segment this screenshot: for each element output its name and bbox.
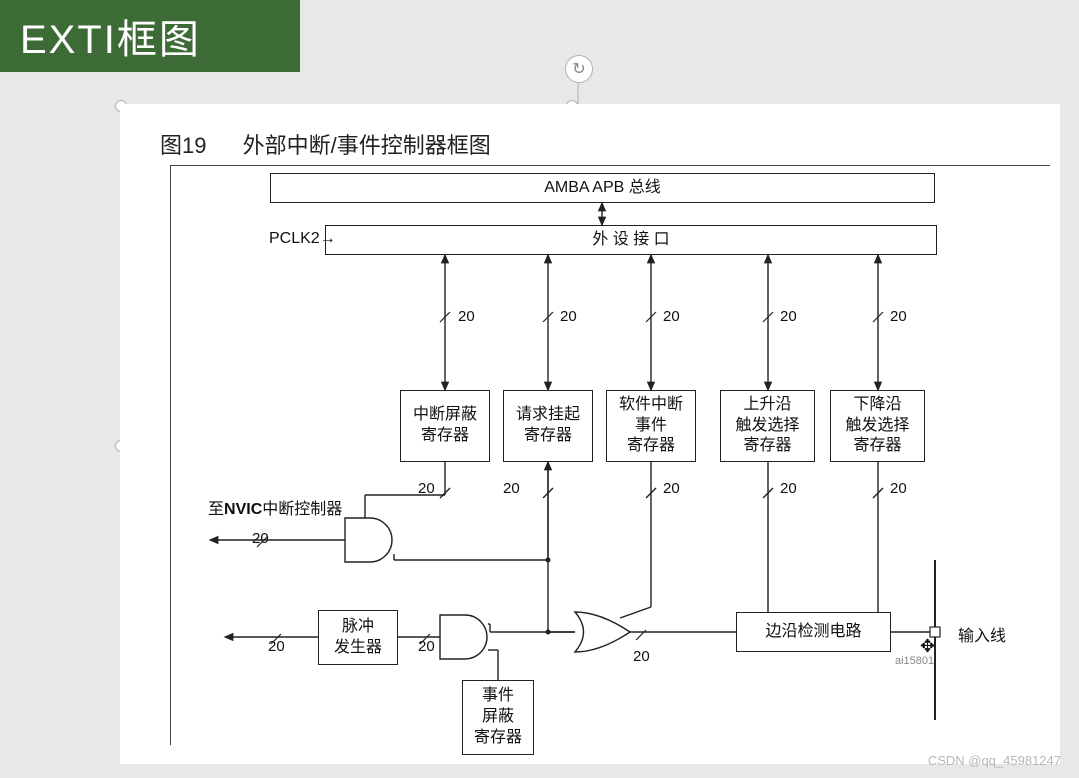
bus-width-label: 20 xyxy=(418,480,435,497)
amba-bus-box: AMBA APB 总线 xyxy=(270,173,935,203)
figure-caption-text: 外部中断/事件控制器框图 xyxy=(243,133,491,158)
edge-detect-box: 边沿检测电路 xyxy=(736,612,891,652)
bus-width-label: 20 xyxy=(503,480,520,497)
edge-detect-label: 边沿检测电路 xyxy=(765,622,861,643)
bus-width-label: 20 xyxy=(780,480,797,497)
bus-width-label: 20 xyxy=(268,638,285,655)
bus-width-label: 20 xyxy=(418,638,435,655)
reg-swier-box: 软件中断 事件 寄存器 xyxy=(606,390,696,462)
reg-pr-label: 请求挂起 寄存器 xyxy=(516,405,580,447)
reg-imr-label: 中断屏蔽 寄存器 xyxy=(413,405,477,447)
rotate-handle-icon[interactable]: ↻ xyxy=(565,55,593,83)
pulse-gen-box: 脉冲 发生器 xyxy=(318,610,398,665)
bus-width-label: 20 xyxy=(252,530,269,547)
reg-ftsr-box: 下降沿 触发选择 寄存器 xyxy=(830,390,925,462)
amba-bus-label: AMBA APB 总线 xyxy=(544,178,661,199)
bus-width-label: 20 xyxy=(560,308,577,325)
page-title: EXTI框图 xyxy=(20,7,201,65)
reg-ftsr-label: 下降沿 触发选择 寄存器 xyxy=(845,395,909,457)
reg-pr-box: 请求挂起 寄存器 xyxy=(503,390,593,462)
bus-width-label: 20 xyxy=(663,308,680,325)
figure-caption: 图19 外部中断/事件控制器框图 xyxy=(160,128,491,160)
periph-if-box: 外 设 接 口 xyxy=(325,225,937,255)
reg-swier-label: 软件中断 事件 寄存器 xyxy=(619,395,683,457)
move-cursor-icon: ✥ xyxy=(920,636,935,657)
title-bar: EXTI框图 xyxy=(0,0,300,72)
reg-emr-box: 事件 屏蔽 寄存器 xyxy=(462,680,534,755)
input-line-label: 输入线 xyxy=(958,622,1006,646)
bus-width-label: 20 xyxy=(780,308,797,325)
pulse-gen-label: 脉冲 发生器 xyxy=(334,617,382,659)
reg-rtsr-box: 上升沿 触发选择 寄存器 xyxy=(720,390,815,462)
reg-imr-box: 中断屏蔽 寄存器 xyxy=(400,390,490,462)
reg-rtsr-label: 上升沿 触发选择 寄存器 xyxy=(735,395,799,457)
reg-emr-label: 事件 屏蔽 寄存器 xyxy=(474,686,522,748)
bus-width-label: 20 xyxy=(633,648,650,665)
watermark-text: CSDN @qq_45981247 xyxy=(928,753,1061,768)
to-nvic-label: 至NVIC中断控制器 xyxy=(208,495,342,519)
figure-number: 图19 xyxy=(160,133,206,158)
bus-width-label: 20 xyxy=(663,480,680,497)
bus-width-label: 20 xyxy=(458,308,475,325)
periph-if-label: 外 设 接 口 xyxy=(592,230,669,251)
bus-width-label: 20 xyxy=(890,480,907,497)
pclk2-label: PCLK2→ xyxy=(269,230,336,248)
bus-width-label: 20 xyxy=(890,308,907,325)
